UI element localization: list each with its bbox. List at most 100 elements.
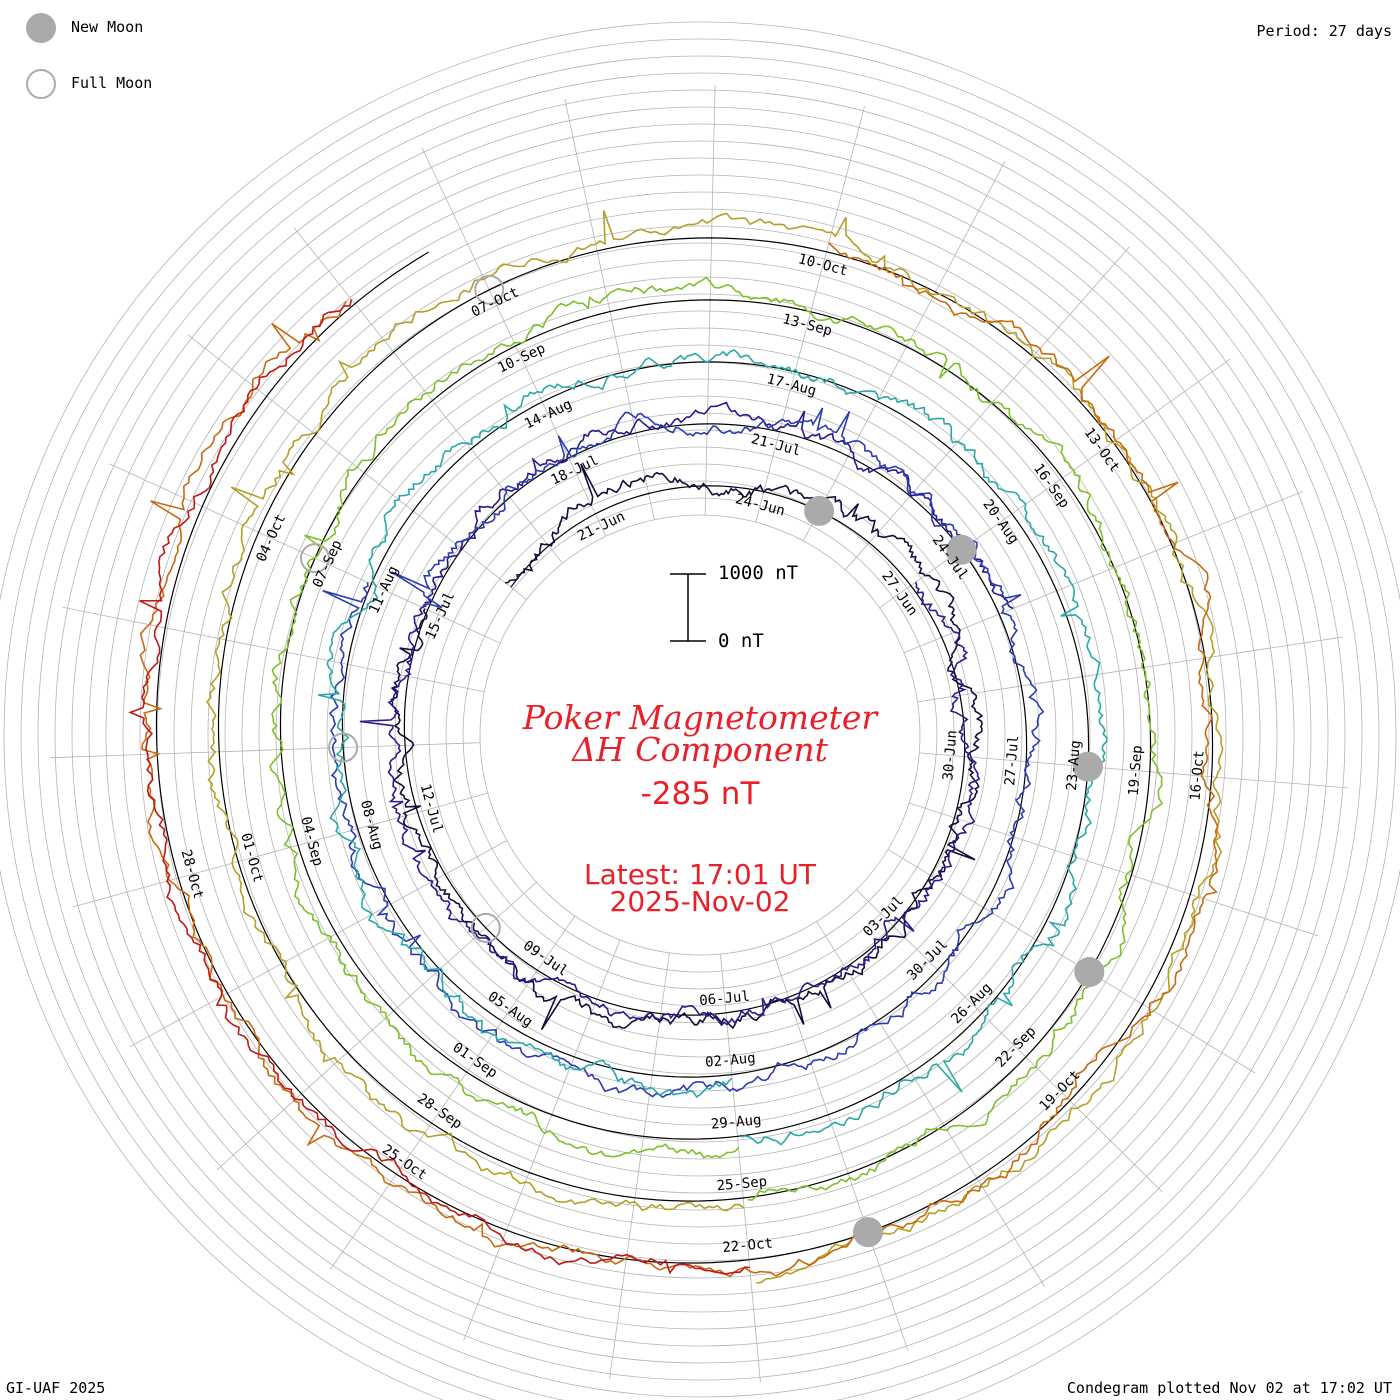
grid-ring	[37, 72, 1363, 1398]
grid-ring	[292, 327, 1108, 1143]
grid-spoke	[887, 849, 1256, 1074]
grid-ring	[139, 174, 1261, 1296]
tick-label: 22-Oct	[722, 1235, 774, 1256]
grid-spoke	[329, 915, 576, 1270]
grid-ring	[241, 276, 1159, 1194]
grid-ring	[0, 21, 1400, 1400]
grid-ring	[54, 89, 1346, 1381]
grid-spoke	[909, 802, 1319, 937]
grid-spoke	[564, 99, 655, 520]
grid-spoke	[73, 792, 488, 908]
grid-ring	[173, 208, 1227, 1262]
series-line	[318, 348, 1108, 1146]
current-value: -285 nT	[640, 776, 760, 812]
credit-label: GI-UAF 2025	[6, 1379, 106, 1397]
chart-title-line2: ΔH Component	[572, 730, 828, 769]
legend-full-moon-label: Full Moon	[71, 74, 153, 92]
grid-spoke	[216, 881, 537, 1171]
series-lines	[128, 210, 1224, 1284]
tick-label: 25-Oct	[379, 1142, 430, 1184]
latest-time: Latest: 17:01 UT	[583, 858, 817, 891]
tick-label: 07-Oct	[469, 284, 522, 320]
grid-ring	[462, 497, 938, 973]
grid-ring	[71, 106, 1329, 1364]
grid-ring	[224, 259, 1176, 1211]
tick-label: 10-Sep	[495, 340, 548, 376]
tick-label: 29-Aug	[710, 1112, 762, 1133]
grid-ring	[360, 395, 1040, 1075]
grid-ring	[343, 378, 1057, 1092]
scale-top-label: 1000 nT	[718, 562, 799, 584]
grid-ring	[411, 446, 989, 1024]
new-moon-marker	[946, 534, 977, 565]
grid-spoke	[293, 227, 563, 564]
grid-spoke	[463, 939, 621, 1341]
tick-label: 09-Jul	[520, 938, 571, 980]
series-line	[322, 407, 1045, 1099]
grid-ring	[190, 225, 1210, 1245]
new-moon-marker	[804, 495, 835, 526]
full-moon-marker	[470, 912, 501, 943]
scale-bar	[670, 573, 706, 642]
tick-label: 25-Sep	[716, 1174, 768, 1195]
latest-date: 2025-Nov-02	[609, 885, 791, 918]
grid-spoke	[755, 106, 865, 523]
grid-spoke	[903, 491, 1303, 653]
full-moon-marker	[474, 274, 505, 305]
tick-label: 01-Sep	[449, 1040, 500, 1082]
grid-ring	[445, 480, 955, 990]
grid-spoke	[609, 952, 670, 1379]
grid-spoke	[844, 246, 1130, 571]
grid-ring	[428, 463, 972, 1007]
grid-spoke	[720, 954, 761, 1383]
period-label: Period: 27 days	[1256, 22, 1392, 40]
grid-ring	[122, 157, 1278, 1313]
grid-spoke	[109, 463, 501, 644]
moon-markers	[299, 274, 1105, 1248]
tick-label: 04-Oct	[253, 512, 289, 565]
grid-spoke	[62, 606, 485, 693]
grid-ring	[309, 344, 1091, 1126]
chart-title-line1: Poker Magnetometer	[522, 698, 878, 737]
series-line	[128, 299, 750, 1275]
grid-spoke	[917, 636, 1343, 703]
grid-ring	[20, 55, 1380, 1400]
grid-ring	[3, 38, 1397, 1400]
series-line	[359, 401, 1014, 1027]
grid-spoke	[50, 742, 481, 759]
full-moon-marker	[328, 732, 359, 763]
new-moon-marker	[852, 1217, 883, 1248]
grid-spoke	[816, 921, 1045, 1287]
grid-spoke	[919, 752, 1348, 789]
grid-rings	[0, 21, 1400, 1400]
full-moon-marker	[299, 543, 330, 574]
tick-label: 21-Jun	[575, 509, 628, 545]
legend-new-moon-label: New Moon	[71, 18, 144, 36]
series-line	[139, 242, 1219, 1278]
grid-spoke	[879, 358, 1231, 609]
grid-spoke	[856, 889, 1163, 1193]
full-moon-icon	[26, 69, 56, 99]
grid-spoke	[802, 160, 1006, 541]
tick-label: 27-Jun	[878, 568, 920, 619]
plotted-label: Condegram plotted Nov 02 at 17:02 UT	[1066, 1379, 1392, 1397]
grid-ring	[207, 242, 1193, 1228]
new-moon-marker	[1072, 751, 1103, 782]
tick-label: 13-Oct	[1081, 425, 1123, 476]
grid-ring	[479, 514, 921, 956]
tick-label: 11-Aug	[366, 564, 402, 617]
tick-label: 16-Oct	[1188, 750, 1208, 802]
grid-ring	[258, 293, 1142, 1177]
tick-label: 28-Sep	[414, 1091, 465, 1133]
tick-label: 19-Sep	[1126, 745, 1146, 797]
grid-spoke	[421, 147, 607, 537]
tick-label: 23-Aug	[1064, 740, 1084, 792]
tick-label: 07-Sep	[310, 538, 346, 591]
tick-label: 06-Jul	[699, 989, 751, 1010]
grid-ring	[105, 140, 1295, 1330]
series-line	[390, 463, 984, 1031]
tick-label: 18-Jul	[549, 452, 602, 488]
tick-label: 30-Jun	[940, 730, 960, 782]
new-moon-icon	[26, 13, 56, 43]
